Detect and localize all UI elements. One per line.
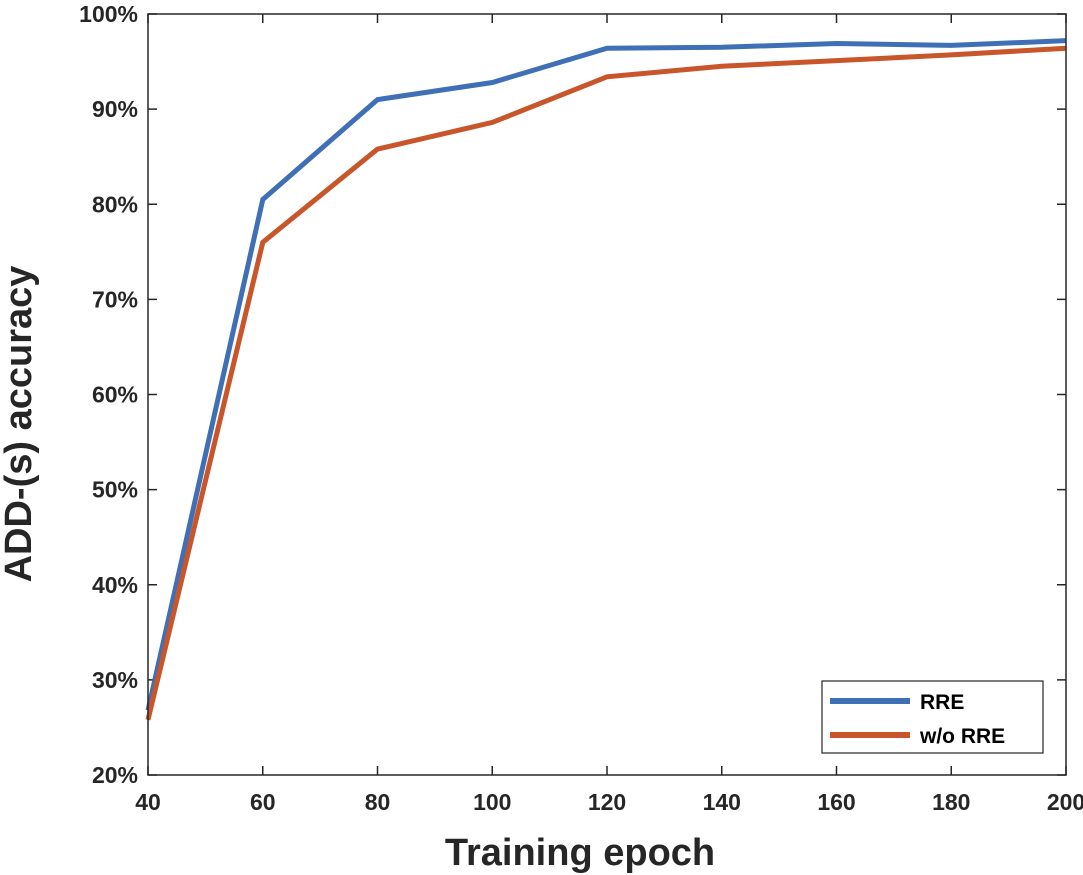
y-tick-label: 40% [92,572,138,598]
x-tick-labels: 40 60 80 100 120 140 160 180 200 [135,789,1083,815]
y-tick-label: 20% [92,762,138,788]
series-lines [145,38,1067,721]
x-tick-label: 200 [1047,789,1083,815]
y-tick-label: 70% [92,286,138,312]
y-tick-label: 80% [92,191,138,217]
y-tick-label: 100% [79,1,138,27]
x-tick-label: 140 [703,789,741,815]
y-tick-label: 90% [92,96,138,122]
legend-label-wo-rre: w/o RRE [919,725,1005,748]
plot-frame [147,13,1067,776]
x-tick-label: 40 [135,789,161,815]
x-axis-title: Training epoch [445,832,715,874]
x-tick-label: 160 [817,789,855,815]
y-axis-title: ADD-(s) accuracy [0,266,40,583]
legend: RRE w/o RRE [821,680,1044,754]
y-tick-label: 60% [92,382,138,408]
x-tick-label: 60 [250,789,276,815]
y-tick-label: 30% [92,667,138,693]
legend-box [821,680,1044,754]
x-tick-label: 80 [365,789,391,815]
series-line-rre [145,38,1067,711]
x-tick-label: 120 [588,789,626,815]
series-line-w-o-rre [145,45,1067,721]
y-tick-labels: 20% 30% 40% 50% 60% 70% 80% 90% 100% [79,1,138,788]
x-tick-label: 180 [932,789,970,815]
legend-label-rre: RRE [920,691,964,714]
x-tick-label: 100 [473,789,511,815]
y-tick-label: 50% [92,477,138,503]
